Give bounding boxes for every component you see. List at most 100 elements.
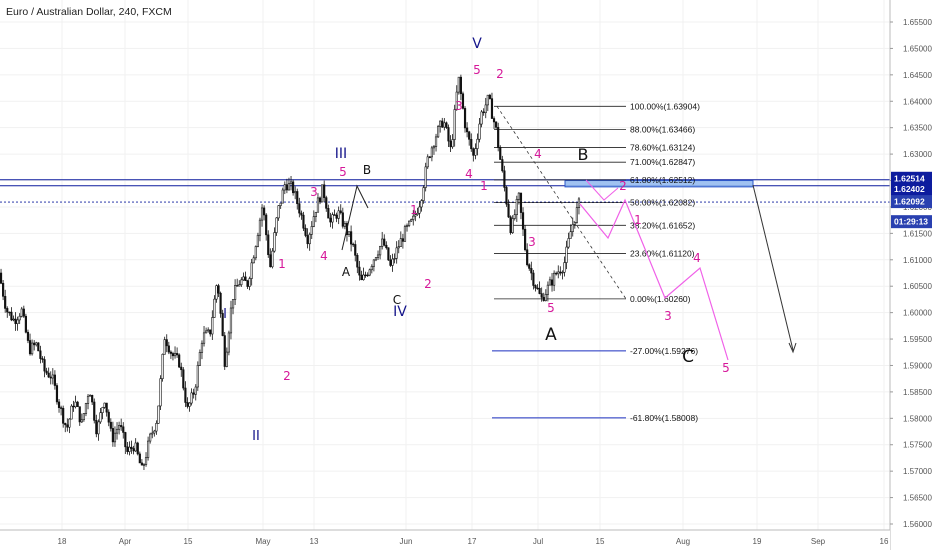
candle-body	[474, 148, 477, 156]
candle-body	[169, 351, 172, 354]
candle-body	[488, 94, 491, 99]
candle-body	[449, 140, 452, 148]
candle-body	[387, 247, 390, 261]
time-tick-label: 17	[468, 537, 477, 546]
candle-body	[561, 271, 564, 274]
candle-body	[432, 146, 436, 149]
price-tick-label: 1.60000	[903, 309, 932, 318]
candle-body	[194, 386, 197, 395]
candle-body	[333, 214, 336, 216]
candle-body	[495, 121, 498, 128]
price-tick-label: 1.59000	[903, 361, 932, 370]
wave-label: A	[342, 265, 351, 279]
price-tick-label: 1.64000	[903, 97, 932, 106]
candle-body	[368, 269, 371, 276]
price-tick-label: 1.56500	[903, 494, 932, 503]
candle-body	[258, 219, 262, 236]
candle-body	[294, 191, 297, 194]
candle-body	[559, 271, 562, 274]
wave-label: 5	[722, 361, 730, 375]
candle-body	[120, 425, 123, 428]
candle-body	[219, 292, 222, 314]
candle-body	[209, 329, 212, 335]
price-axis-background	[890, 0, 932, 550]
candle-body	[10, 311, 13, 321]
wave-label: 1	[410, 203, 418, 217]
wave-label: 3	[455, 99, 463, 113]
candle-body	[478, 123, 481, 140]
time-tick-label: 13	[310, 537, 319, 546]
candle-body	[53, 374, 56, 386]
price-tag-label: 1.62402	[894, 184, 925, 194]
price-axis: 1.65500 1.65000 1.64500 1.64000 1.63500 1.630…	[889, 0, 932, 550]
candle-body	[306, 235, 309, 245]
candle-body	[300, 212, 303, 216]
price-tick-label: 1.64500	[903, 71, 932, 80]
wave-label: 2	[424, 277, 432, 291]
time-tick-label: Sep	[811, 537, 826, 546]
candle-body	[480, 111, 483, 125]
candle-body	[385, 244, 388, 249]
candle-body	[231, 299, 235, 309]
wave-label: 2	[619, 179, 627, 193]
price-tag-label: 1.62092	[894, 197, 925, 207]
candle-body	[256, 234, 259, 247]
candle-body	[343, 223, 346, 227]
candle-body	[350, 231, 353, 245]
candle-body	[207, 329, 210, 332]
candle-body	[302, 214, 305, 229]
time-tick-label: 18	[58, 537, 67, 546]
candle-body	[316, 197, 320, 213]
candle-body	[68, 418, 71, 428]
candle-body	[242, 276, 245, 281]
candle-body	[74, 401, 77, 408]
candle-body	[476, 138, 479, 149]
candle-body	[447, 127, 450, 142]
candle-body	[200, 342, 204, 353]
wave-label: 2	[496, 67, 504, 81]
candle-body	[178, 354, 181, 368]
candle-body	[565, 246, 568, 263]
candle-body	[507, 203, 510, 218]
candle-body	[144, 457, 148, 465]
candle-body	[184, 387, 187, 403]
candle-body	[89, 395, 92, 397]
wave-label: 4	[320, 249, 328, 263]
wave-label: 4	[534, 147, 542, 161]
candle-body	[283, 184, 286, 191]
candle-body	[422, 187, 425, 201]
candle-body	[109, 421, 112, 429]
candle-body	[492, 118, 496, 123]
time-tick-label: Aug	[676, 537, 690, 546]
candle-body	[76, 401, 79, 407]
candle-body	[244, 276, 247, 282]
candle-body	[310, 226, 313, 235]
wave-label: B	[578, 145, 589, 164]
wave-label: C	[682, 347, 694, 367]
candle-body	[323, 184, 326, 198]
candle-body	[296, 191, 299, 205]
candle-body	[287, 183, 291, 191]
projection-paths	[341, 179, 797, 361]
candle-body	[93, 401, 96, 421]
candle-body	[329, 217, 332, 223]
candle-body	[14, 318, 17, 324]
candle-body	[157, 405, 160, 424]
candle-body	[434, 136, 438, 147]
candle-body	[147, 440, 150, 458]
candle-body	[82, 413, 85, 421]
wave-label: 1	[634, 213, 642, 227]
wave-label: 1	[480, 179, 488, 193]
price-tag	[891, 182, 932, 196]
candle-body	[196, 364, 199, 388]
candle-body	[511, 218, 514, 233]
candle-body	[428, 156, 431, 158]
candle-body	[122, 426, 125, 433]
candle-body	[31, 342, 34, 355]
candle-body	[424, 166, 427, 188]
candle-body	[327, 208, 330, 219]
candle-body	[16, 319, 19, 324]
candle-body	[161, 353, 164, 379]
